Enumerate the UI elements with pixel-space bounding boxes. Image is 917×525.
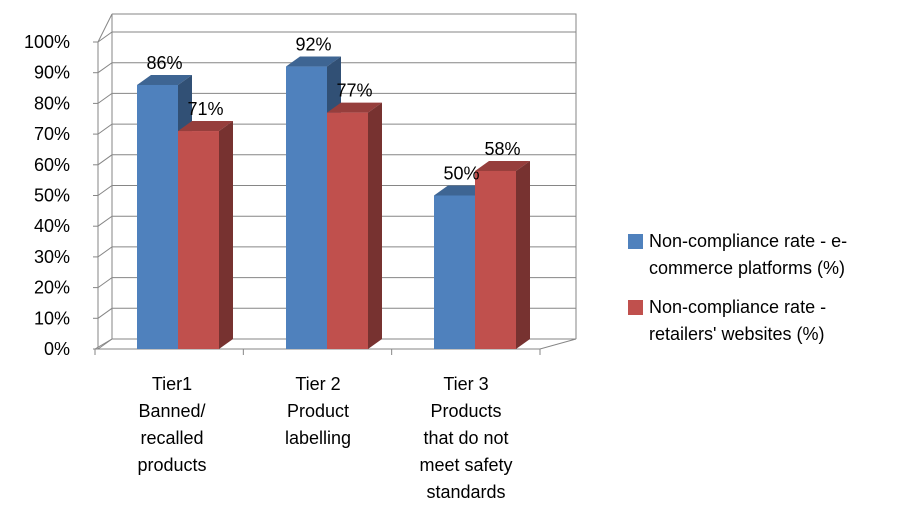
category-label-line: standards — [426, 482, 505, 502]
data-labels: 86% 71% 92% 77% 50%58% — [146, 35, 520, 184]
legend-item-ecommerce: Non-compliance rate - e- commerce platfo… — [628, 228, 913, 282]
data-label: 86% — [146, 53, 182, 73]
gridline — [97, 92, 576, 104]
bar-top — [475, 160, 530, 171]
bar-top — [137, 74, 192, 85]
bars — [137, 56, 530, 350]
legend-line: Non-compliance rate - e- — [649, 231, 848, 251]
legend-label-ecommerce: Non-compliance rate - e- commerce platfo… — [649, 228, 847, 282]
y-tick-label: 100% — [24, 32, 70, 52]
category-label-line: Tier1 — [152, 374, 192, 394]
legend-label-retailers: Non-compliance rate - retailers' website… — [649, 294, 826, 348]
gridline — [97, 31, 576, 43]
category-label-line: recalled — [140, 428, 203, 448]
gridline — [97, 246, 576, 258]
y-tick-label: 10% — [34, 308, 70, 328]
data-label: 77% — [336, 81, 372, 101]
data-label: 92% — [295, 35, 331, 55]
y-tick-label: 60% — [34, 155, 70, 175]
data-label: 50% — [443, 164, 479, 184]
gridline — [97, 154, 576, 166]
y-tick-label: 80% — [34, 93, 70, 113]
y-tick-label: 40% — [34, 216, 70, 236]
gridline — [97, 62, 576, 74]
legend-swatch-retailers — [628, 300, 643, 315]
legend-item-retailers: Non-compliance rate - retailers' website… — [628, 294, 913, 348]
y-axis-ticks: 0% 10% 20% 30% 40% 50% 60% 70% 80% 90% 100% — [24, 32, 98, 359]
category-label-line: Banned/ — [138, 401, 205, 421]
bar — [178, 131, 219, 349]
side-wall-edge — [97, 13, 113, 350]
bar — [137, 84, 178, 349]
category-label-line: labelling — [285, 428, 351, 448]
category-label: Tier 2 Product labelling — [285, 374, 351, 448]
y-tick-label: 20% — [34, 278, 70, 298]
y-tick-label: 30% — [34, 247, 70, 267]
y-tick-label: 0% — [44, 339, 70, 359]
bar-side — [368, 102, 382, 349]
gridlines — [97, 31, 576, 319]
legend-line: retailers' websites (%) — [649, 324, 825, 344]
gridline — [97, 123, 576, 135]
category-labels: Tier1 Banned/recalled products Tier 2 Produc… — [94, 349, 541, 502]
legend-swatch-ecommerce — [628, 234, 643, 249]
category-label-line: Tier 2 — [295, 374, 340, 394]
gridline — [97, 215, 576, 227]
bar-top — [327, 102, 382, 113]
bar-side — [219, 121, 233, 349]
legend-line: Non-compliance rate - — [649, 297, 827, 317]
bar — [286, 66, 327, 349]
bar — [475, 170, 516, 349]
legend: Non-compliance rate - e- commerce platfo… — [628, 228, 913, 360]
category-label: Tier1 Banned/recalled products — [137, 374, 206, 475]
category-label-line: products — [137, 455, 206, 475]
category-label-line: Tier 3 — [443, 374, 488, 394]
category-label-line: that do not — [423, 428, 508, 448]
y-tick-label: 90% — [34, 63, 70, 83]
data-label: 58% — [484, 139, 520, 159]
bar — [327, 112, 368, 349]
back-wall-edge — [112, 13, 577, 339]
category-label-line: Product — [287, 401, 349, 421]
gridline — [97, 277, 576, 289]
category-label-line: Products — [430, 401, 501, 421]
y-tick-label: 70% — [34, 124, 70, 144]
category-label-line: meet safety — [419, 455, 512, 475]
data-label: 71% — [187, 99, 223, 119]
bar-top — [178, 121, 233, 132]
category-label: Tier 3 Products that do not meet safety stan… — [419, 374, 512, 502]
gridline — [97, 307, 576, 319]
bar-top — [286, 56, 341, 67]
gridline — [97, 185, 576, 196]
bar — [434, 195, 475, 349]
y-tick-label: 50% — [34, 186, 70, 206]
bar-side — [516, 160, 530, 349]
chart-walls — [93, 13, 577, 350]
legend-line: commerce platforms (%) — [649, 258, 846, 278]
